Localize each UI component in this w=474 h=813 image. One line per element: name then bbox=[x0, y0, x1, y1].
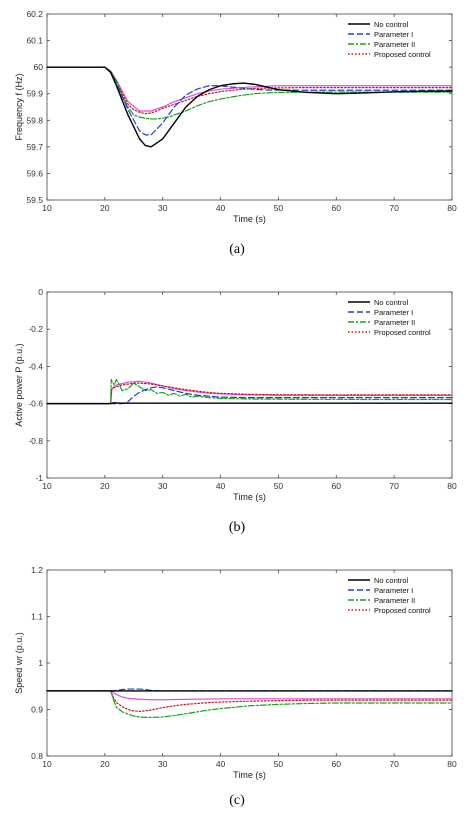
series-line-4 bbox=[46, 66, 453, 112]
x-tick-label: 40 bbox=[216, 481, 226, 491]
legend-entry: Parameter II bbox=[374, 318, 415, 327]
y-tick-label: -0.6 bbox=[28, 399, 43, 409]
x-tick-label: 50 bbox=[274, 759, 284, 769]
y-tick-label: 60 bbox=[34, 62, 44, 72]
y-tick-label: 60.1 bbox=[26, 36, 43, 46]
x-tick-label: 10 bbox=[42, 759, 52, 769]
legend-box bbox=[344, 18, 448, 62]
x-tick-label: 40 bbox=[216, 203, 226, 213]
y-tick-label: -1 bbox=[35, 473, 43, 483]
chart-b: 10 20 30 40 50 60 70 80 -1 -0.8 -0.6 -0.4 -0.2 0 Time … bbox=[14, 287, 457, 502]
x-tick-label: 50 bbox=[274, 481, 284, 491]
legend-entry: Parameter II bbox=[374, 40, 415, 49]
series-line-1 bbox=[46, 66, 453, 136]
x-tick-label: 50 bbox=[274, 203, 284, 213]
x-tick-label: 10 bbox=[42, 203, 52, 213]
legend-entry: Parameter I bbox=[374, 586, 413, 595]
x-tick-label: 80 bbox=[447, 481, 457, 491]
x-tick-label: 60 bbox=[332, 481, 342, 491]
x-tick-label: 60 bbox=[332, 759, 342, 769]
x-tick-label: 70 bbox=[389, 481, 399, 491]
legend-entry: Parameter I bbox=[374, 30, 413, 39]
legend-entry: No control bbox=[374, 576, 409, 585]
legend-box bbox=[344, 296, 448, 340]
x-tick-label: 30 bbox=[158, 759, 168, 769]
y-tick-label: 1.1 bbox=[31, 612, 43, 622]
series-line-0 bbox=[46, 402, 453, 405]
y-tick-label: 59.7 bbox=[26, 142, 43, 152]
y-tick-label: 0 bbox=[38, 287, 43, 297]
chart-c: 10 20 30 40 50 60 70 80 0.8 0.9 1 1.1 1.2 Time (s) Spe… bbox=[14, 565, 457, 780]
series-line-2 bbox=[46, 378, 453, 405]
y-tick-label: 59.6 bbox=[26, 168, 43, 178]
panel-label-a: (a) bbox=[229, 242, 245, 257]
y-tick-label: 59.8 bbox=[26, 115, 43, 125]
panel-label-c: (c) bbox=[229, 793, 245, 808]
legend-entry: Proposed control bbox=[374, 606, 431, 615]
series-line-4 bbox=[46, 690, 453, 701]
series-line-3 bbox=[46, 690, 453, 712]
y-axis-label: Frequency f (Hz) bbox=[14, 73, 24, 140]
x-tick-label: 60 bbox=[332, 203, 342, 213]
series-line-2 bbox=[46, 66, 453, 120]
x-tick-label: 30 bbox=[158, 481, 168, 491]
y-tick-label: 59.9 bbox=[26, 89, 43, 99]
x-axis-label: Time (s) bbox=[233, 492, 266, 502]
y-axis-label: Speed wr (p.u.) bbox=[14, 632, 24, 694]
y-tick-label: -0.2 bbox=[28, 324, 43, 334]
y-tick-label: 0.9 bbox=[31, 705, 43, 715]
legend-entry: No control bbox=[374, 298, 409, 307]
x-tick-label: 80 bbox=[447, 203, 457, 213]
x-tick-label: 20 bbox=[100, 481, 110, 491]
y-axis-label: Active power P (p.u.) bbox=[14, 343, 24, 426]
x-tick-label: 10 bbox=[42, 481, 52, 491]
series-line-3 bbox=[46, 382, 453, 405]
y-tick-label: -0.4 bbox=[28, 361, 43, 371]
y-tick-label: 1.2 bbox=[31, 565, 43, 575]
series-line-0 bbox=[46, 66, 453, 148]
series-line-2 bbox=[46, 690, 453, 719]
y-tick-label: 0.8 bbox=[31, 751, 43, 761]
x-tick-label: 70 bbox=[389, 203, 399, 213]
chart-a: 10 20 30 40 50 60 70 80 59.5 59.6 59.7 59.8 59.9 60 60… bbox=[14, 9, 457, 224]
x-axis-label: Time (s) bbox=[233, 214, 266, 224]
legend-entry: No control bbox=[374, 20, 409, 29]
x-tick-label: 40 bbox=[216, 759, 226, 769]
x-tick-label: 20 bbox=[100, 759, 110, 769]
panel-label-b: (b) bbox=[228, 520, 246, 535]
y-tick-label: 1 bbox=[38, 658, 43, 668]
x-tick-label: 20 bbox=[100, 203, 110, 213]
series-line-3 bbox=[46, 66, 453, 115]
y-tick-label: -0.8 bbox=[28, 436, 43, 446]
x-tick-label: 70 bbox=[389, 759, 399, 769]
legend-box bbox=[344, 574, 448, 618]
x-axis-label: Time (s) bbox=[233, 770, 266, 780]
legend-entry: Parameter II bbox=[374, 596, 415, 605]
y-tick-label: 59.5 bbox=[26, 195, 43, 205]
x-tick-label: 30 bbox=[158, 203, 168, 213]
y-tick-label: 60.2 bbox=[26, 9, 43, 19]
legend-entry: Parameter I bbox=[374, 308, 413, 317]
legend-entry: Proposed control bbox=[374, 50, 431, 59]
legend-entry: Proposed control bbox=[374, 328, 431, 337]
x-tick-label: 80 bbox=[447, 759, 457, 769]
